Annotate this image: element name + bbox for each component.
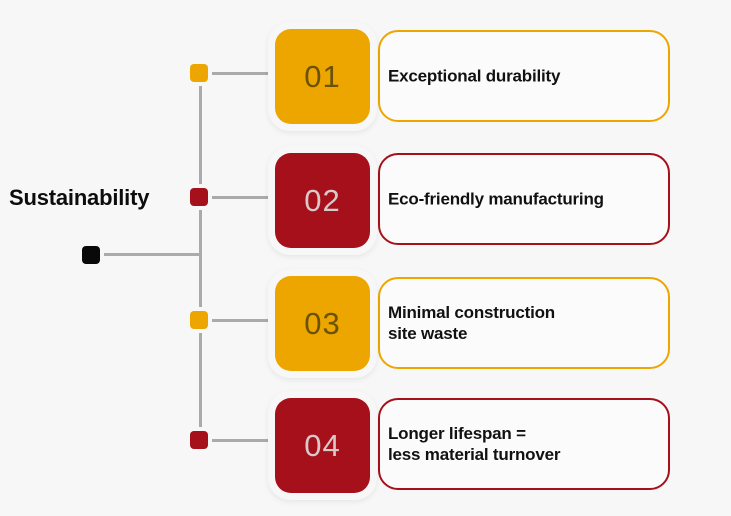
- branch-number-2: 02: [275, 153, 370, 248]
- branch-number-1: 01: [275, 29, 370, 124]
- branch-card-4-text: Longer lifespan = less material turnover: [388, 424, 561, 464]
- branch-card-2[interactable]: Eco-friendly manufacturing: [378, 153, 670, 245]
- trunk-line: [199, 73, 202, 441]
- branch-number-4: 04: [275, 398, 370, 493]
- root-label: Sustainability: [9, 185, 150, 210]
- branch-card-2-text: Eco-friendly manufacturing: [388, 189, 604, 209]
- branch-number-tile-3[interactable]: 03: [268, 269, 377, 378]
- branch-node-3[interactable]: [190, 311, 208, 329]
- branch-node-2[interactable]: [190, 188, 208, 206]
- connector-branch-2: [208, 196, 276, 199]
- connector-branch-1: [208, 72, 276, 75]
- connector-branch-4: [208, 439, 276, 442]
- branch-card-3-text: Minimal construction site waste: [388, 303, 555, 343]
- branch-node-1[interactable]: [190, 64, 208, 82]
- connector-root-to-trunk: [100, 253, 201, 256]
- branch-number-3: 03: [275, 276, 370, 371]
- connector-branch-3: [208, 319, 276, 322]
- root-node: [82, 246, 100, 264]
- branch-card-1-text: Exceptional durability: [388, 66, 561, 86]
- branch-number-tile-4[interactable]: 04: [268, 391, 377, 500]
- branch-card-3[interactable]: Minimal construction site waste: [378, 277, 670, 369]
- branch-node-4[interactable]: [190, 431, 208, 449]
- branch-card-1[interactable]: Exceptional durability: [378, 30, 670, 122]
- branch-card-4[interactable]: Longer lifespan = less material turnover: [378, 398, 670, 490]
- branch-number-tile-1[interactable]: 01: [268, 22, 377, 131]
- branch-number-tile-2[interactable]: 02: [268, 146, 377, 255]
